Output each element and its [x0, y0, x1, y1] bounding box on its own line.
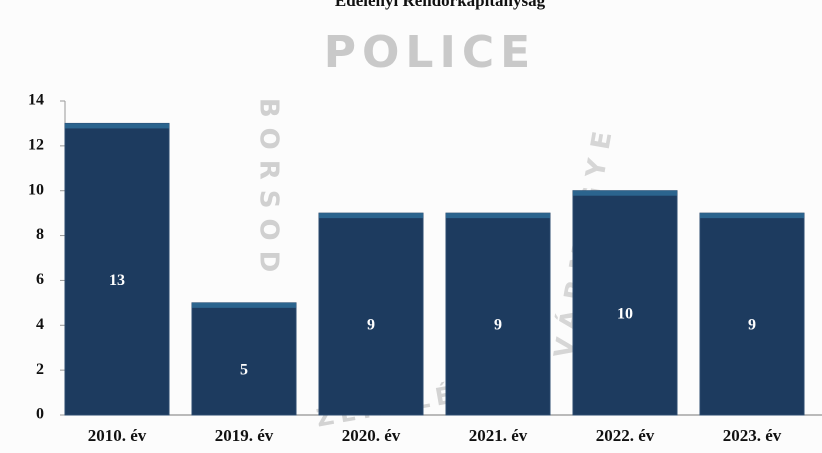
- data-label: 9: [494, 317, 502, 334]
- bar: [318, 212, 424, 416]
- watermark-text: BORSOD: [254, 98, 284, 282]
- y-tick-label: 4: [36, 316, 44, 333]
- data-label: 13: [109, 272, 125, 289]
- bar: [191, 302, 297, 416]
- bar-highlight: [192, 302, 296, 308]
- y-tick-label: 0: [36, 406, 44, 423]
- bar-highlight: [65, 123, 169, 129]
- x-tick-label: 2019. év: [215, 426, 274, 445]
- y-tick-label: 12: [28, 137, 44, 154]
- chart-title: Edelényi Rendőrkapitányság: [335, 0, 546, 10]
- y-tick-label: 8: [36, 226, 44, 243]
- x-tick-label: 2022. év: [596, 426, 655, 445]
- bar-highlight: [446, 213, 550, 219]
- bar-highlight: [319, 213, 423, 219]
- watermark-text: POLICE: [324, 27, 536, 78]
- y-tick-label: 2: [36, 361, 44, 378]
- x-tick-label: 2010. év: [88, 426, 147, 445]
- bar: [64, 122, 170, 416]
- bar: [699, 212, 805, 416]
- bar-highlight: [700, 213, 804, 219]
- y-tick-label: 14: [28, 92, 44, 109]
- y-tick-label: 6: [36, 271, 44, 288]
- data-label: 9: [748, 317, 756, 334]
- bar-highlight: [573, 190, 677, 196]
- bar: [572, 190, 678, 416]
- bar: [445, 212, 551, 416]
- x-tick-label: 2020. év: [342, 426, 401, 445]
- y-tick-label: 10: [28, 181, 44, 198]
- x-tick-label: 2021. év: [469, 426, 528, 445]
- data-label: 10: [617, 306, 633, 323]
- data-label: 5: [240, 362, 248, 379]
- x-tick-label: 2023. év: [723, 426, 782, 445]
- data-label: 9: [367, 317, 375, 334]
